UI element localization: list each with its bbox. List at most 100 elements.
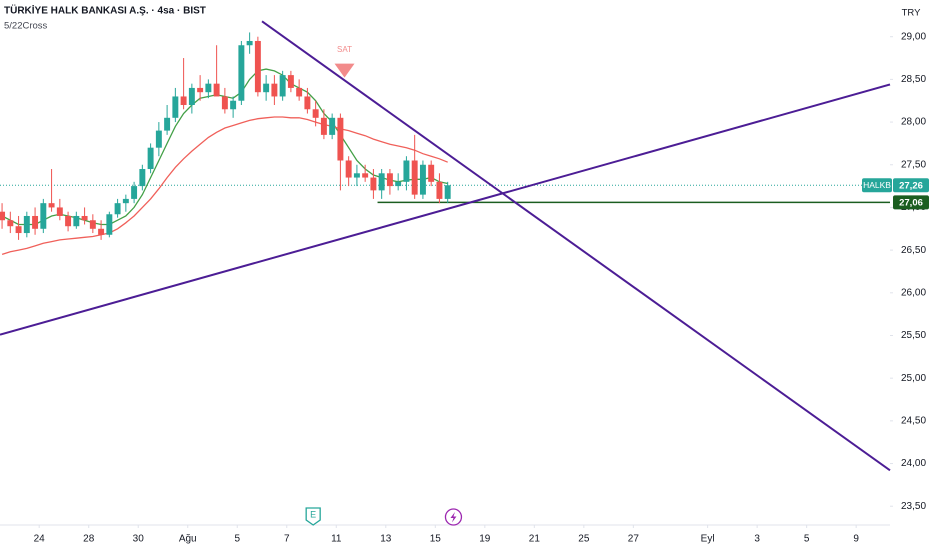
candle-body — [428, 164, 435, 182]
x-tick-label: 27 — [628, 534, 640, 545]
candle-body — [0, 211, 6, 221]
candle-body — [89, 220, 96, 229]
y-tick-label: 24,00 — [901, 458, 926, 469]
y-tick-label: 29,00 — [901, 31, 926, 42]
x-tick-label: Ağu — [179, 534, 197, 545]
x-tick-label: 7 — [284, 534, 290, 545]
price-label: 27,26 — [899, 180, 923, 191]
candle-body — [296, 87, 303, 97]
candle-body — [362, 173, 369, 178]
candle-body — [65, 215, 72, 227]
candle-body — [114, 203, 121, 215]
candle-body — [40, 203, 47, 229]
x-tick-label: 3 — [754, 534, 760, 545]
candle-body — [271, 83, 278, 97]
chart-title: TÜRKİYE HALK BANKASI A.Ş. · 4sa · BIST — [4, 4, 206, 17]
candle-body — [337, 117, 344, 161]
trend-line — [261, 20, 891, 472]
candle-body — [246, 40, 253, 46]
candle-body — [48, 203, 55, 208]
candle-body — [73, 215, 80, 227]
candle-body — [378, 173, 385, 191]
candle-body — [7, 220, 14, 227]
trend-line — [0, 83, 891, 336]
y-tick-label: 24,50 — [901, 415, 926, 426]
x-tick-label: 5 — [804, 534, 810, 545]
candle-body — [188, 87, 195, 105]
candle-body — [279, 75, 286, 97]
event-label: E — [310, 509, 316, 519]
candle-body — [131, 186, 138, 199]
candle-body — [180, 96, 187, 105]
x-tick-label: 9 — [853, 534, 859, 545]
candle-body — [444, 185, 451, 199]
candle-body — [411, 160, 418, 195]
candle-body — [320, 117, 327, 135]
candle-body — [436, 181, 443, 199]
candle-body — [221, 96, 228, 110]
candle-body — [106, 214, 113, 235]
candle-body — [15, 226, 22, 234]
x-tick-label: 19 — [479, 534, 491, 545]
x-tick-label: 13 — [380, 534, 392, 545]
candle-body — [230, 100, 237, 110]
candle-body — [263, 83, 270, 93]
y-tick-label: 23,50 — [901, 501, 926, 512]
candle-body — [155, 130, 162, 148]
price-badge — [893, 178, 929, 193]
event-icon — [305, 507, 321, 526]
candle-body — [172, 96, 179, 118]
candle-body — [81, 215, 88, 221]
candle-body — [386, 173, 393, 187]
moving-average — [1, 116, 448, 256]
x-tick-label: 30 — [133, 534, 145, 545]
price-label: 27,06 — [899, 197, 923, 208]
candle-body — [56, 207, 63, 216]
candle-body — [122, 198, 129, 204]
y-tick-label: 26,50 — [901, 245, 926, 256]
candle-body — [213, 83, 220, 97]
candle-body — [395, 181, 402, 187]
y-tick-label: 25,00 — [901, 373, 926, 384]
y-tick-label: 27,50 — [901, 159, 926, 170]
y-tick-label: 28,00 — [901, 117, 926, 128]
candle-body — [164, 117, 171, 131]
candle-body — [197, 87, 204, 93]
candle-body — [312, 109, 319, 118]
x-tick-label: 28 — [83, 534, 95, 545]
signal-marker — [334, 63, 355, 78]
y-tick-label: 28,50 — [901, 74, 926, 85]
candle-body — [287, 75, 294, 88]
currency[interactable]: TRY — [902, 8, 921, 19]
candle-body — [353, 173, 360, 178]
candle-body — [32, 215, 39, 229]
x-tick-label: Eyl — [701, 534, 715, 545]
signal-label: SAT — [337, 45, 352, 54]
candle-body — [419, 164, 426, 195]
candle-body — [370, 177, 377, 191]
x-tick-label: 5 — [234, 534, 240, 545]
symbol-label: HALKB — [863, 180, 891, 190]
y-tick-label: 26,00 — [901, 287, 926, 298]
event-bolt — [450, 512, 457, 523]
candle-body — [345, 160, 352, 178]
candle-body — [304, 96, 311, 110]
candle-body — [238, 45, 245, 101]
indicator-name: 5/22Cross — [4, 21, 48, 32]
x-tick-label: 21 — [529, 534, 541, 545]
candle-body — [139, 169, 146, 187]
x-tick-label: 15 — [430, 534, 442, 545]
candle-body — [98, 228, 105, 235]
symbol-badge — [862, 178, 892, 193]
candle-body — [254, 40, 261, 93]
candle-body — [147, 147, 154, 170]
price-badge — [893, 195, 929, 210]
x-tick-label: 25 — [578, 534, 590, 545]
x-tick-label: 24 — [34, 534, 46, 545]
candle-body — [403, 160, 410, 182]
y-tick-label: 25,50 — [901, 330, 926, 341]
candle-body — [205, 83, 212, 93]
candle-body — [329, 117, 336, 135]
